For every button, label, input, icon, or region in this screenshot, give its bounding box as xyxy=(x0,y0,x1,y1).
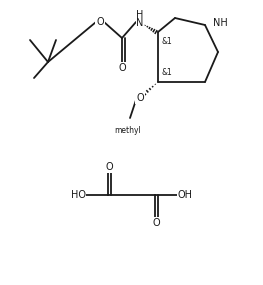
Text: methyl: methyl xyxy=(115,126,141,135)
Text: H: H xyxy=(136,10,144,20)
Text: O: O xyxy=(118,63,126,73)
Text: &1: &1 xyxy=(161,68,172,77)
Text: N: N xyxy=(136,18,144,28)
Text: O: O xyxy=(96,17,104,27)
Text: &1: &1 xyxy=(161,37,172,46)
Text: HO: HO xyxy=(70,190,85,200)
Text: O: O xyxy=(136,93,144,103)
Text: OH: OH xyxy=(178,190,193,200)
Text: O: O xyxy=(152,218,160,228)
Text: NH: NH xyxy=(213,18,228,28)
Text: O: O xyxy=(105,162,113,172)
